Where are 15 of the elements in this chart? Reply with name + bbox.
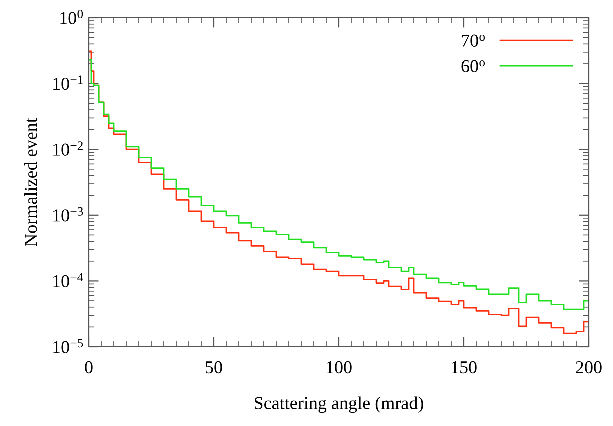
y-tick-label: 10$^{0}$ — [60, 10, 84, 24]
x-tick-label: 50 — [206, 361, 222, 374]
legend-label: 70$^{o}$ — [462, 34, 486, 47]
legend-label: 60$^{o}$ — [462, 60, 486, 72]
y-tick-label: 10$^{−5}$ — [54, 339, 84, 354]
y-tick-label: 10$^{−3}$ — [54, 207, 84, 222]
y-axis-title: Normalized event — [24, 118, 38, 246]
x-axis-title: Scattering angle (mrad) — [254, 396, 424, 414]
x-tick-label: 100 — [327, 361, 352, 374]
x-tick-label: 0 — [85, 361, 93, 374]
x-tick-label: 200 — [576, 361, 602, 374]
y-tick-label: 10$^{−4}$ — [54, 273, 84, 288]
y-tick-label: 10$^{−1}$ — [54, 76, 83, 90]
x-tick-label: 150 — [452, 361, 477, 374]
y-tick-label: 10$^{−2}$ — [54, 142, 83, 156]
